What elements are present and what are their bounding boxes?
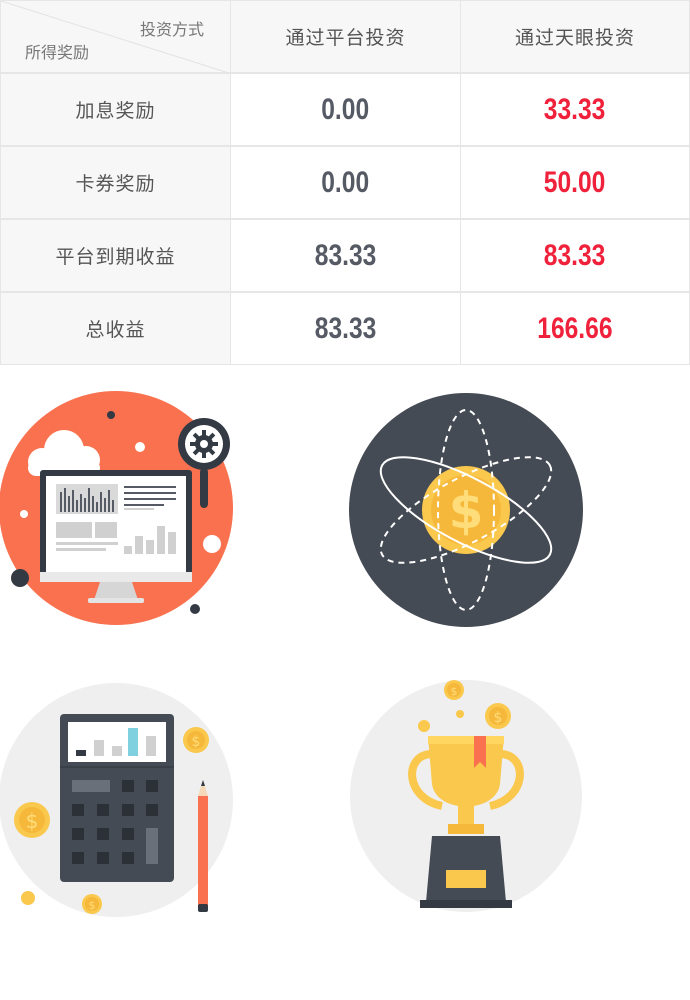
row-label: 平台到期收益 [55, 246, 176, 268]
header-platform-label: 通过平台投资 [285, 27, 406, 49]
corner-bottom-label: 所得奖励 [25, 43, 90, 62]
table-header-row: 投资方式 所得奖励 通过平台投资 通过天眼投资 [0, 0, 690, 74]
calculator-icon: $ $ $ [0, 683, 233, 917]
tianyan-value: 83.33 [544, 238, 606, 272]
header-tianyan-label: 通过天眼投资 [514, 27, 635, 49]
tianyan-value: 166.66 [537, 311, 613, 345]
header-col-tianyan: 通过天眼投资 [460, 0, 690, 73]
row-label-cell: 平台到期收益 [0, 219, 231, 292]
tianyan-value-cell: 33.33 [460, 73, 690, 146]
platform-value-cell: 83.33 [230, 219, 461, 292]
platform-value-cell: 83.33 [230, 292, 461, 365]
atom-dollar-icon: $ [349, 393, 583, 627]
platform-value: 83.33 [314, 238, 377, 272]
row-label: 加息奖励 [75, 100, 156, 122]
tianyan-value-cell: 50.00 [460, 146, 690, 219]
trophy-icon: $ $ [350, 680, 582, 912]
analytics-monitor-icon [0, 391, 233, 625]
header-col-platform: 通过平台投资 [230, 0, 461, 73]
row-label-cell: 加息奖励 [0, 73, 231, 146]
platform-value-cell: 0.00 [230, 146, 461, 219]
table-row: 加息奖励 0.00 33.33 [0, 73, 690, 146]
tianyan-value: 33.33 [544, 92, 606, 126]
corner-top-label: 投资方式 [139, 20, 204, 39]
header-corner-cell: 投资方式 所得奖励 [0, 0, 232, 74]
table-row: 卡券奖励 0.00 50.00 [0, 146, 690, 219]
table-row: 平台到期收益 83.33 83.33 [0, 219, 690, 292]
svg-text:$: $ [494, 710, 503, 726]
svg-text:$: $ [192, 734, 201, 750]
tianyan-value-cell: 83.33 [460, 219, 690, 292]
comparison-table: 投资方式 所得奖励 通过平台投资 通过天眼投资 加息奖励 0.00 33.33 … [0, 0, 690, 365]
platform-value-cell: 0.00 [230, 73, 461, 146]
row-label-cell: 卡券奖励 [0, 146, 231, 219]
platform-value: 0.00 [321, 165, 370, 199]
tianyan-value-cell: 166.66 [460, 292, 690, 365]
svg-text:$: $ [449, 482, 484, 540]
tianyan-value: 50.00 [544, 165, 606, 199]
svg-text:$: $ [451, 685, 458, 698]
platform-value: 0.00 [321, 92, 370, 126]
table-row: 总收益 83.33 166.66 [0, 292, 690, 365]
diagonal-divider [1, 1, 232, 74]
platform-value: 83.33 [314, 311, 377, 345]
svg-text:$: $ [89, 899, 96, 912]
row-label: 总收益 [85, 319, 146, 341]
svg-text:$: $ [26, 809, 39, 833]
row-label-cell: 总收益 [0, 292, 231, 365]
row-label: 卡券奖励 [75, 173, 156, 195]
